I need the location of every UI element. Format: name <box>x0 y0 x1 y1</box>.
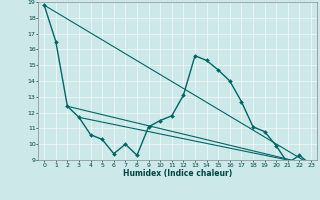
X-axis label: Humidex (Indice chaleur): Humidex (Indice chaleur) <box>123 169 232 178</box>
